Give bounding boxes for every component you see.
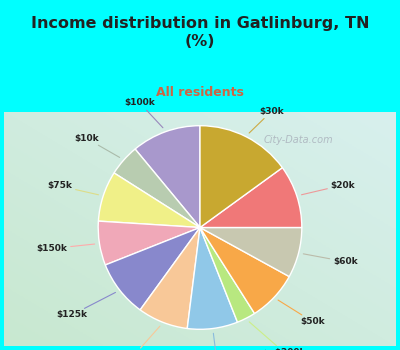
Wedge shape (200, 228, 289, 314)
Wedge shape (187, 228, 238, 329)
Wedge shape (140, 228, 200, 329)
Wedge shape (105, 228, 200, 310)
Wedge shape (200, 228, 254, 322)
Wedge shape (135, 126, 200, 228)
Text: All residents: All residents (156, 86, 244, 99)
Wedge shape (98, 221, 200, 265)
Text: $60k: $60k (303, 254, 358, 266)
Text: City-Data.com: City-Data.com (263, 135, 333, 145)
Text: $10k: $10k (74, 134, 120, 158)
Text: $75k: $75k (47, 181, 98, 195)
Text: > $200k: > $200k (249, 322, 305, 350)
Text: $20k: $20k (302, 181, 355, 195)
Text: $50k: $50k (278, 300, 325, 326)
Text: $150k: $150k (36, 244, 95, 253)
Wedge shape (114, 149, 200, 228)
Text: $40k: $40k (204, 333, 229, 350)
Wedge shape (200, 168, 302, 228)
Text: $100k: $100k (124, 98, 163, 128)
Wedge shape (200, 228, 302, 276)
Text: $200k: $200k (119, 326, 160, 350)
Text: $30k: $30k (249, 107, 284, 133)
Wedge shape (98, 173, 200, 228)
Text: Income distribution in Gatlinburg, TN
(%): Income distribution in Gatlinburg, TN (%… (31, 16, 369, 49)
Text: $125k: $125k (56, 292, 116, 319)
Wedge shape (200, 126, 282, 228)
